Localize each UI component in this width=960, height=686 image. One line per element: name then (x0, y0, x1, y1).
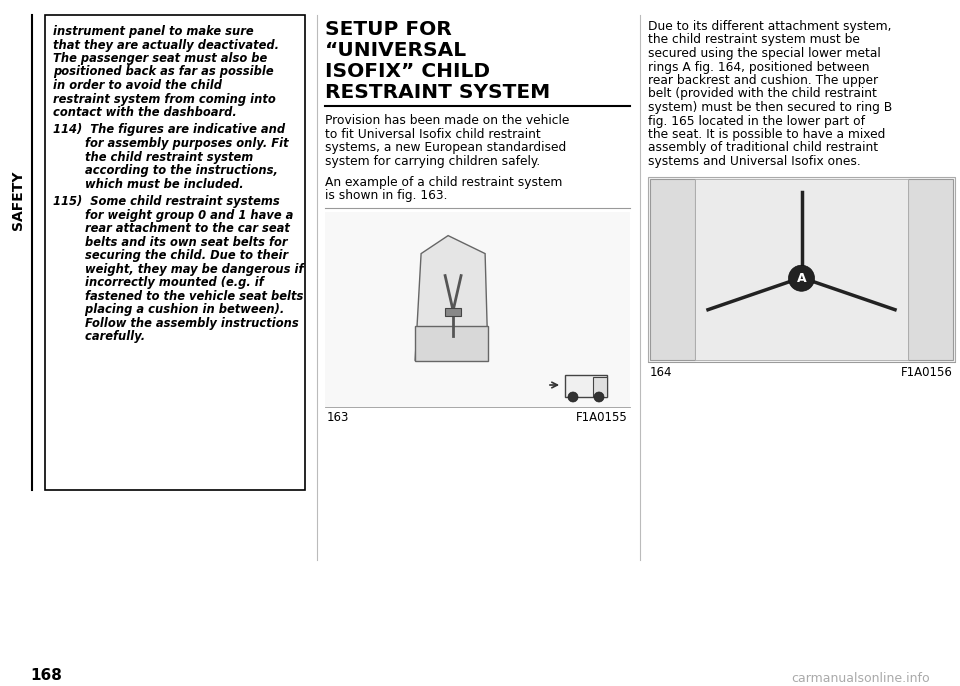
Text: rings A fig. 164, positioned between: rings A fig. 164, positioned between (648, 60, 870, 73)
Text: rear attachment to the car seat: rear attachment to the car seat (53, 222, 290, 235)
Bar (695, 178, 908, 359)
Text: positioned back as far as possible: positioned back as far as possible (53, 65, 274, 78)
Text: the child restraint system: the child restraint system (53, 150, 253, 163)
Text: 164: 164 (650, 366, 673, 379)
Text: the child restraint system must be: the child restraint system must be (648, 34, 860, 47)
Text: belts and its own seat belts for: belts and its own seat belts for (53, 235, 287, 248)
Text: secured using the special lower metal: secured using the special lower metal (648, 47, 880, 60)
Text: 163: 163 (327, 411, 349, 424)
Bar (908, 178, 953, 359)
Text: “UNIVERSAL: “UNIVERSAL (325, 41, 468, 60)
Text: systems and Universal Isofix ones.: systems and Universal Isofix ones. (648, 155, 861, 168)
Polygon shape (415, 235, 488, 361)
Text: to fit Universal Isofix child restraint: to fit Universal Isofix child restraint (325, 128, 540, 141)
Text: 115)  Some child restraint systems: 115) Some child restraint systems (53, 195, 279, 208)
Text: An example of a child restraint system: An example of a child restraint system (325, 176, 563, 189)
Text: restraint system from coming into: restraint system from coming into (53, 93, 276, 106)
Text: Due to its different attachment system,: Due to its different attachment system, (648, 20, 892, 33)
Polygon shape (415, 326, 488, 361)
Text: Follow the assembly instructions: Follow the assembly instructions (53, 316, 299, 329)
Text: the seat. It is possible to have a mixed: the seat. It is possible to have a mixed (648, 128, 885, 141)
Text: ISOFIX” CHILD: ISOFIX” CHILD (325, 62, 490, 81)
Text: contact with the dashboard.: contact with the dashboard. (53, 106, 237, 119)
Bar (325, 212, 630, 407)
Bar (650, 178, 695, 359)
Circle shape (568, 392, 578, 402)
Text: belt (provided with the child restraint: belt (provided with the child restraint (648, 88, 876, 101)
Text: Provision has been made on the vehicle: Provision has been made on the vehicle (325, 114, 569, 127)
Text: for weight group 0 and 1 have a: for weight group 0 and 1 have a (53, 209, 294, 222)
Text: 168: 168 (30, 668, 61, 683)
Text: system) must be then secured to ring B: system) must be then secured to ring B (648, 101, 892, 114)
Text: The passenger seat must also be: The passenger seat must also be (53, 52, 267, 65)
Text: which must be included.: which must be included. (53, 178, 244, 191)
Bar (593, 377, 607, 397)
Text: incorrectly mounted (e.g. if: incorrectly mounted (e.g. if (53, 276, 264, 289)
Text: system for carrying children safely.: system for carrying children safely. (325, 154, 540, 167)
Text: carefully.: carefully. (53, 330, 145, 343)
Text: for assembly purposes only. Fit: for assembly purposes only. Fit (53, 137, 289, 150)
Text: carmanualsonline.info: carmanualsonline.info (791, 672, 930, 685)
Text: placing a cushion in between).: placing a cushion in between). (53, 303, 284, 316)
Text: rear backrest and cushion. The upper: rear backrest and cushion. The upper (648, 74, 878, 87)
Text: SETUP FOR: SETUP FOR (325, 20, 452, 39)
Text: fastened to the vehicle seat belts: fastened to the vehicle seat belts (53, 289, 303, 303)
Bar (648, 176, 955, 362)
Text: is shown in fig. 163.: is shown in fig. 163. (325, 189, 447, 202)
Text: weight, they may be dangerous if: weight, they may be dangerous if (53, 263, 303, 276)
Text: according to the instructions,: according to the instructions, (53, 164, 277, 177)
Text: in order to avoid the child: in order to avoid the child (53, 79, 222, 92)
Text: instrument panel to make sure: instrument panel to make sure (53, 25, 253, 38)
Text: F1A0155: F1A0155 (576, 411, 628, 424)
Text: systems, a new European standardised: systems, a new European standardised (325, 141, 566, 154)
Bar (445, 307, 461, 316)
Text: RESTRAINT SYSTEM: RESTRAINT SYSTEM (325, 83, 550, 102)
Text: F1A0156: F1A0156 (901, 366, 953, 379)
Bar (565, 375, 607, 397)
Text: securing the child. Due to their: securing the child. Due to their (53, 249, 288, 262)
Text: fig. 165 located in the lower part of: fig. 165 located in the lower part of (648, 115, 865, 128)
Text: SAFETY: SAFETY (11, 170, 25, 230)
Circle shape (594, 392, 604, 402)
Text: A: A (797, 272, 806, 285)
Text: that they are actually deactivated.: that they are actually deactivated. (53, 38, 279, 51)
Bar (45, 15, 305, 490)
Text: 114)  The figures are indicative and: 114) The figures are indicative and (53, 123, 285, 137)
Text: assembly of traditional child restraint: assembly of traditional child restraint (648, 141, 878, 154)
Circle shape (788, 265, 814, 292)
